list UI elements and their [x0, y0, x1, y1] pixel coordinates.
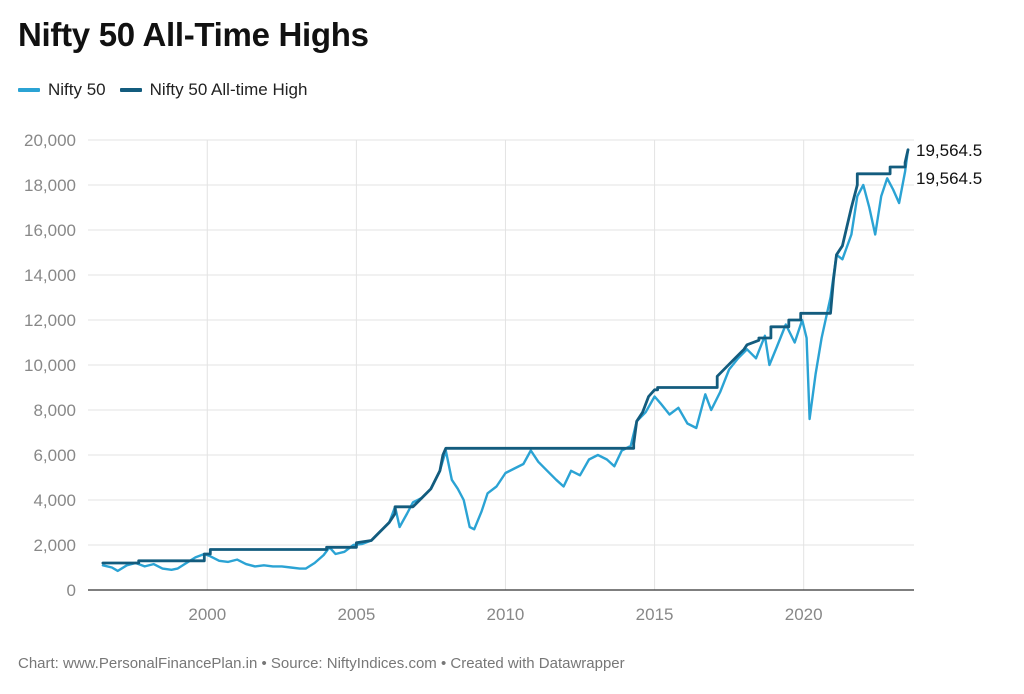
y-tick-label: 8,000 — [33, 401, 76, 420]
legend-item-all-time-high: Nifty 50 All-time High — [119, 80, 308, 100]
legend-swatch-all-time-high — [119, 88, 142, 92]
legend-label-all-time-high: Nifty 50 All-time High — [149, 80, 308, 99]
series-line-nifty-50 — [101, 148, 910, 573]
legend-swatch-nifty-50 — [18, 88, 40, 92]
y-tick-label: 10,000 — [24, 356, 76, 375]
y-tick-label: 2,000 — [33, 536, 76, 555]
chart-footer: Chart: www.PersonalFinancePlan.in • Sour… — [18, 655, 625, 672]
footer-source: Source: NiftyIndices.com — [270, 655, 437, 672]
y-tick-label: 18,000 — [24, 176, 76, 195]
footer-tool: Created with Datawrapper — [450, 655, 625, 672]
legend-label-nifty-50: Nifty 50 — [48, 80, 106, 99]
y-tick-label: 4,000 — [33, 491, 76, 510]
y-tick-label: 6,000 — [33, 446, 76, 465]
end-value-label: 19,564.5 — [916, 169, 982, 188]
y-tick-label: 12,000 — [24, 311, 76, 330]
x-tick-label: 2000 — [188, 605, 226, 624]
series-line-all-time-high — [101, 148, 910, 565]
legend-item-nifty-50: Nifty 50 — [18, 80, 106, 100]
footer-sep-1: • — [261, 655, 271, 672]
x-tick-label: 2005 — [337, 605, 375, 624]
x-tick-label: 2015 — [636, 605, 674, 624]
x-tick-label: 2020 — [785, 605, 823, 624]
y-tick-label: 0 — [67, 581, 76, 600]
y-tick-label: 20,000 — [24, 131, 76, 150]
y-tick-label: 16,000 — [24, 221, 76, 240]
x-tick-label: 2010 — [487, 605, 525, 624]
chart-title: Nifty 50 All-Time Highs — [18, 16, 369, 53]
end-value-label: 19,564.5 — [916, 141, 982, 160]
footer-sep-2: • — [440, 655, 451, 672]
footer-credit: Chart: www.PersonalFinancePlan.in — [18, 655, 258, 672]
legend: Nifty 50 Nifty 50 All-time High — [18, 80, 321, 100]
y-tick-label: 14,000 — [24, 266, 76, 285]
